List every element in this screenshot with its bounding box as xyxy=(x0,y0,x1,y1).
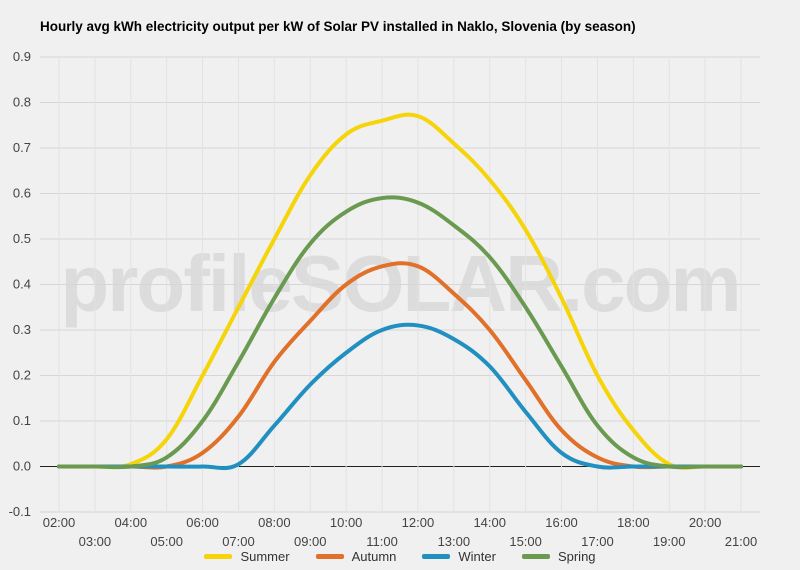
x-tick-label: 08:00 xyxy=(258,515,291,530)
x-tick-label: 03:00 xyxy=(79,534,112,549)
x-tick-label: 06:00 xyxy=(186,515,219,530)
grid-layer xyxy=(40,56,760,513)
legend-swatch xyxy=(521,554,550,559)
series-line-winter xyxy=(57,322,743,471)
legend-label: Winter xyxy=(458,549,496,564)
y-tick-label: 0.1 xyxy=(13,413,31,428)
y-tick-label: 0.5 xyxy=(13,231,31,246)
x-tick-label: 19:00 xyxy=(653,534,686,549)
series-layer xyxy=(57,112,743,471)
x-tick-label: 16:00 xyxy=(545,515,578,530)
series-line-summer xyxy=(57,112,743,470)
legend-label: Autumn xyxy=(351,549,397,564)
legend-item-spring[interactable]: Spring xyxy=(521,549,596,564)
x-tick-label: 12:00 xyxy=(402,515,435,530)
x-tick-label: 09:00 xyxy=(294,534,327,549)
legend-item-summer[interactable]: Summer xyxy=(204,549,290,564)
y-tick-label: 0.0 xyxy=(13,459,31,474)
x-tick-label: 15:00 xyxy=(509,534,542,549)
x-tick-label: 11:00 xyxy=(366,534,398,549)
y-tick-label: -0.1 xyxy=(9,504,31,519)
legend-item-winter[interactable]: Winter xyxy=(422,549,496,564)
x-tick-label: 18:00 xyxy=(617,515,650,530)
legend-label: Spring xyxy=(557,549,596,564)
x-tick-label: 21:00 xyxy=(725,534,758,549)
legend: Summer Autumn Winter Spring xyxy=(0,549,800,564)
chart-title: Hourly avg kWh electricity output per kW… xyxy=(40,19,636,34)
x-tick-label: 13:00 xyxy=(438,534,471,549)
legend-item-autumn[interactable]: Autumn xyxy=(315,549,397,564)
x-tick-label: 17:00 xyxy=(581,534,614,549)
x-tick-label: 14:00 xyxy=(473,515,506,530)
legend-label: Summer xyxy=(240,549,290,564)
y-tick-label: 0.4 xyxy=(13,277,31,292)
axis-layer: 0.90.80.70.60.50.40.30.20.10.0-0.102:000… xyxy=(9,49,758,549)
legend-swatch xyxy=(422,554,451,559)
x-tick-label: 20:00 xyxy=(689,515,722,530)
series-line-spring xyxy=(57,195,743,470)
y-tick-label: 0.3 xyxy=(13,322,31,337)
x-tick-label: 05:00 xyxy=(150,534,183,549)
legend-swatch xyxy=(204,554,233,559)
y-tick-label: 0.2 xyxy=(13,368,31,383)
x-tick-label: 10:00 xyxy=(330,515,363,530)
legend-swatch xyxy=(315,554,344,559)
y-tick-label: 0.9 xyxy=(13,49,31,64)
y-tick-label: 0.7 xyxy=(13,140,31,155)
x-tick-label: 07:00 xyxy=(222,534,255,549)
y-tick-label: 0.8 xyxy=(13,95,31,110)
x-tick-label: 02:00 xyxy=(43,515,76,530)
y-tick-label: 0.6 xyxy=(13,186,31,201)
x-tick-label: 04:00 xyxy=(115,515,148,530)
